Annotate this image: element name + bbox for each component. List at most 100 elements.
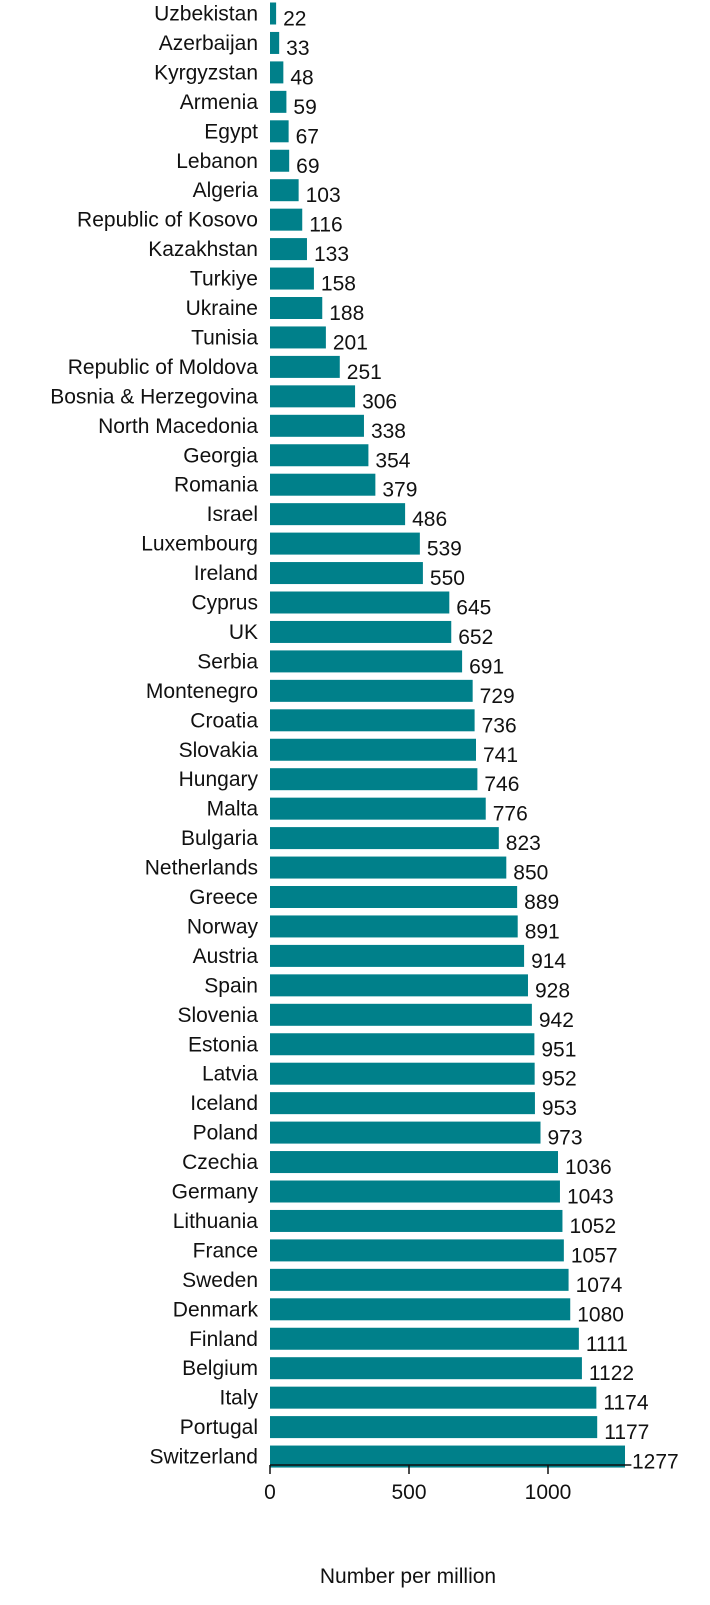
category-label: UK (229, 621, 258, 644)
x-tick-label: 500 (391, 1481, 426, 1504)
value-label: 952 (542, 1068, 577, 1091)
value-label: 33 (286, 37, 309, 60)
value-label: 486 (412, 508, 447, 531)
category-label: Georgia (183, 444, 258, 467)
category-label: Malta (207, 798, 259, 821)
value-label: 1043 (567, 1186, 614, 1209)
category-label: Slovenia (177, 1004, 258, 1027)
category-label: Austria (193, 945, 259, 968)
x-axis: 0 500 1000 (264, 1464, 632, 1504)
category-labels: Uzbekistan Azerbaijan Kyrgyzstan Armenia Egy… (50, 3, 258, 1469)
value-label: 158 (321, 273, 356, 296)
value-label: 1052 (569, 1215, 616, 1238)
category-label: Greece (189, 886, 258, 909)
bar (270, 2, 277, 25)
value-label: 729 (480, 685, 515, 708)
bar (270, 827, 499, 850)
bar (270, 1151, 559, 1174)
category-label: Armenia (180, 91, 259, 114)
bar (270, 1357, 582, 1380)
bar (270, 326, 326, 349)
value-label: 850 (513, 862, 548, 885)
bar (270, 1268, 569, 1291)
value-label: 953 (542, 1097, 577, 1120)
bar (270, 444, 369, 467)
bar (270, 1298, 571, 1321)
bar (270, 238, 307, 261)
value-label: 1174 (603, 1392, 648, 1415)
value-label: 889 (524, 891, 559, 914)
bar (270, 208, 303, 231)
value-label: 1074 (576, 1274, 623, 1297)
value-label: 1122 (589, 1362, 634, 1385)
bar (270, 179, 299, 202)
category-label: Bosnia & Herzegovina (50, 385, 258, 408)
bar (270, 620, 452, 643)
category-label: Latvia (202, 1063, 258, 1086)
bar (270, 562, 423, 585)
value-label: 691 (469, 655, 504, 678)
value-label: 928 (535, 979, 570, 1002)
bar (270, 61, 284, 84)
value-label: 891 (525, 920, 560, 943)
category-label: Portugal (180, 1416, 258, 1439)
category-label: France (193, 1239, 258, 1262)
value-label: 201 (333, 331, 368, 354)
bar (270, 1092, 535, 1115)
category-label: Croatia (190, 709, 258, 732)
value-label: 823 (506, 832, 541, 855)
category-label: Serbia (197, 650, 258, 673)
value-label: 59 (293, 96, 316, 119)
category-label: Republic of Moldova (68, 356, 259, 379)
bar (270, 267, 314, 290)
bar (270, 1445, 626, 1468)
bar (270, 1386, 597, 1409)
bar (270, 1239, 564, 1262)
bar (270, 503, 406, 526)
bar (270, 915, 518, 938)
category-label: North Macedonia (98, 415, 258, 438)
value-label: 951 (541, 1038, 576, 1061)
category-label: Lithuania (173, 1210, 259, 1233)
value-label: 741 (483, 744, 518, 767)
category-label: Bulgaria (181, 827, 258, 850)
category-label: Azerbaijan (159, 32, 258, 55)
value-label: 116 (309, 214, 342, 237)
bar (270, 1033, 535, 1056)
category-label: Egypt (204, 120, 258, 143)
value-label: 1177 (604, 1421, 649, 1444)
bar (270, 1416, 598, 1439)
bar (270, 974, 528, 997)
value-label: 914 (531, 950, 566, 973)
category-label: Lebanon (176, 150, 258, 173)
category-label: Norway (187, 915, 259, 938)
bar (270, 797, 486, 820)
category-label: Slovakia (179, 739, 259, 762)
bars (270, 2, 626, 1468)
category-label: Poland (193, 1122, 258, 1145)
value-label: 550 (430, 567, 465, 590)
value-label: 736 (482, 714, 517, 737)
value-label: 1057 (571, 1244, 618, 1267)
category-label: Netherlands (145, 857, 258, 880)
bar (270, 90, 287, 113)
value-label: 1080 (577, 1303, 624, 1326)
value-label: 306 (362, 390, 397, 413)
category-label: Iceland (190, 1092, 258, 1115)
bar (270, 709, 475, 732)
category-label: Romania (174, 474, 258, 497)
category-label: Cyprus (191, 592, 258, 615)
category-label: Uzbekistan (154, 3, 258, 26)
value-label: 645 (456, 597, 491, 620)
bar (270, 385, 356, 408)
value-label: 251 (347, 361, 382, 384)
category-label: Ukraine (186, 297, 258, 320)
category-label: Belgium (182, 1357, 258, 1380)
x-tick-label: 0 (264, 1481, 276, 1504)
bar (270, 856, 507, 879)
value-label: 746 (484, 773, 519, 796)
bar (270, 650, 463, 673)
value-label: 652 (458, 626, 493, 649)
bar (270, 1327, 579, 1350)
